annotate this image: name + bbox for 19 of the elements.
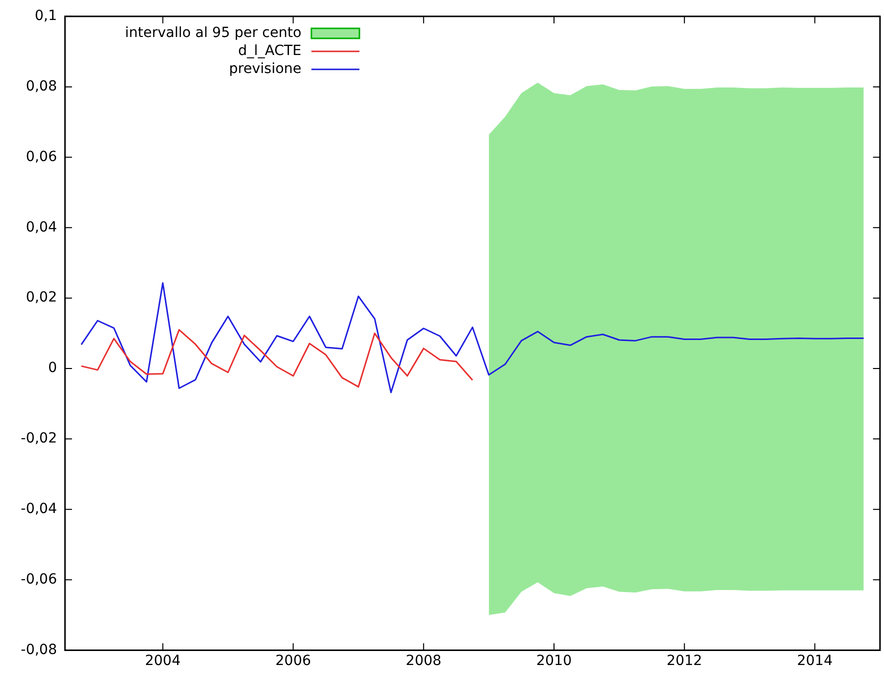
x-tick-label: 2008 [406,653,442,670]
x-tick-label: 2014 [796,653,833,670]
y-tick-label: 0 [48,360,57,376]
y-tick-label: -0,06 [20,571,58,588]
y-tick-label: 0,1 [34,8,57,24]
y-tick-label: -0,04 [20,500,58,517]
legend-label: d_l_ACTE [238,43,302,60]
x-tick-label: 2010 [536,653,572,670]
y-tick-label: 0,06 [26,148,58,165]
legend-label: intervallo al 95 per cento [124,25,302,42]
y-tick-label: 0,02 [26,290,57,306]
y-tick-label: 0,08 [26,78,57,94]
legend-label: previsione [229,61,302,78]
x-tick-label: 2004 [144,653,181,670]
x-tick-label: 2006 [275,653,312,670]
x-tick-label: 2012 [666,653,702,670]
y-tick-label: -0,08 [20,642,57,658]
y-tick-label: -0,02 [20,430,57,447]
y-tick-label: 0,04 [26,219,58,236]
